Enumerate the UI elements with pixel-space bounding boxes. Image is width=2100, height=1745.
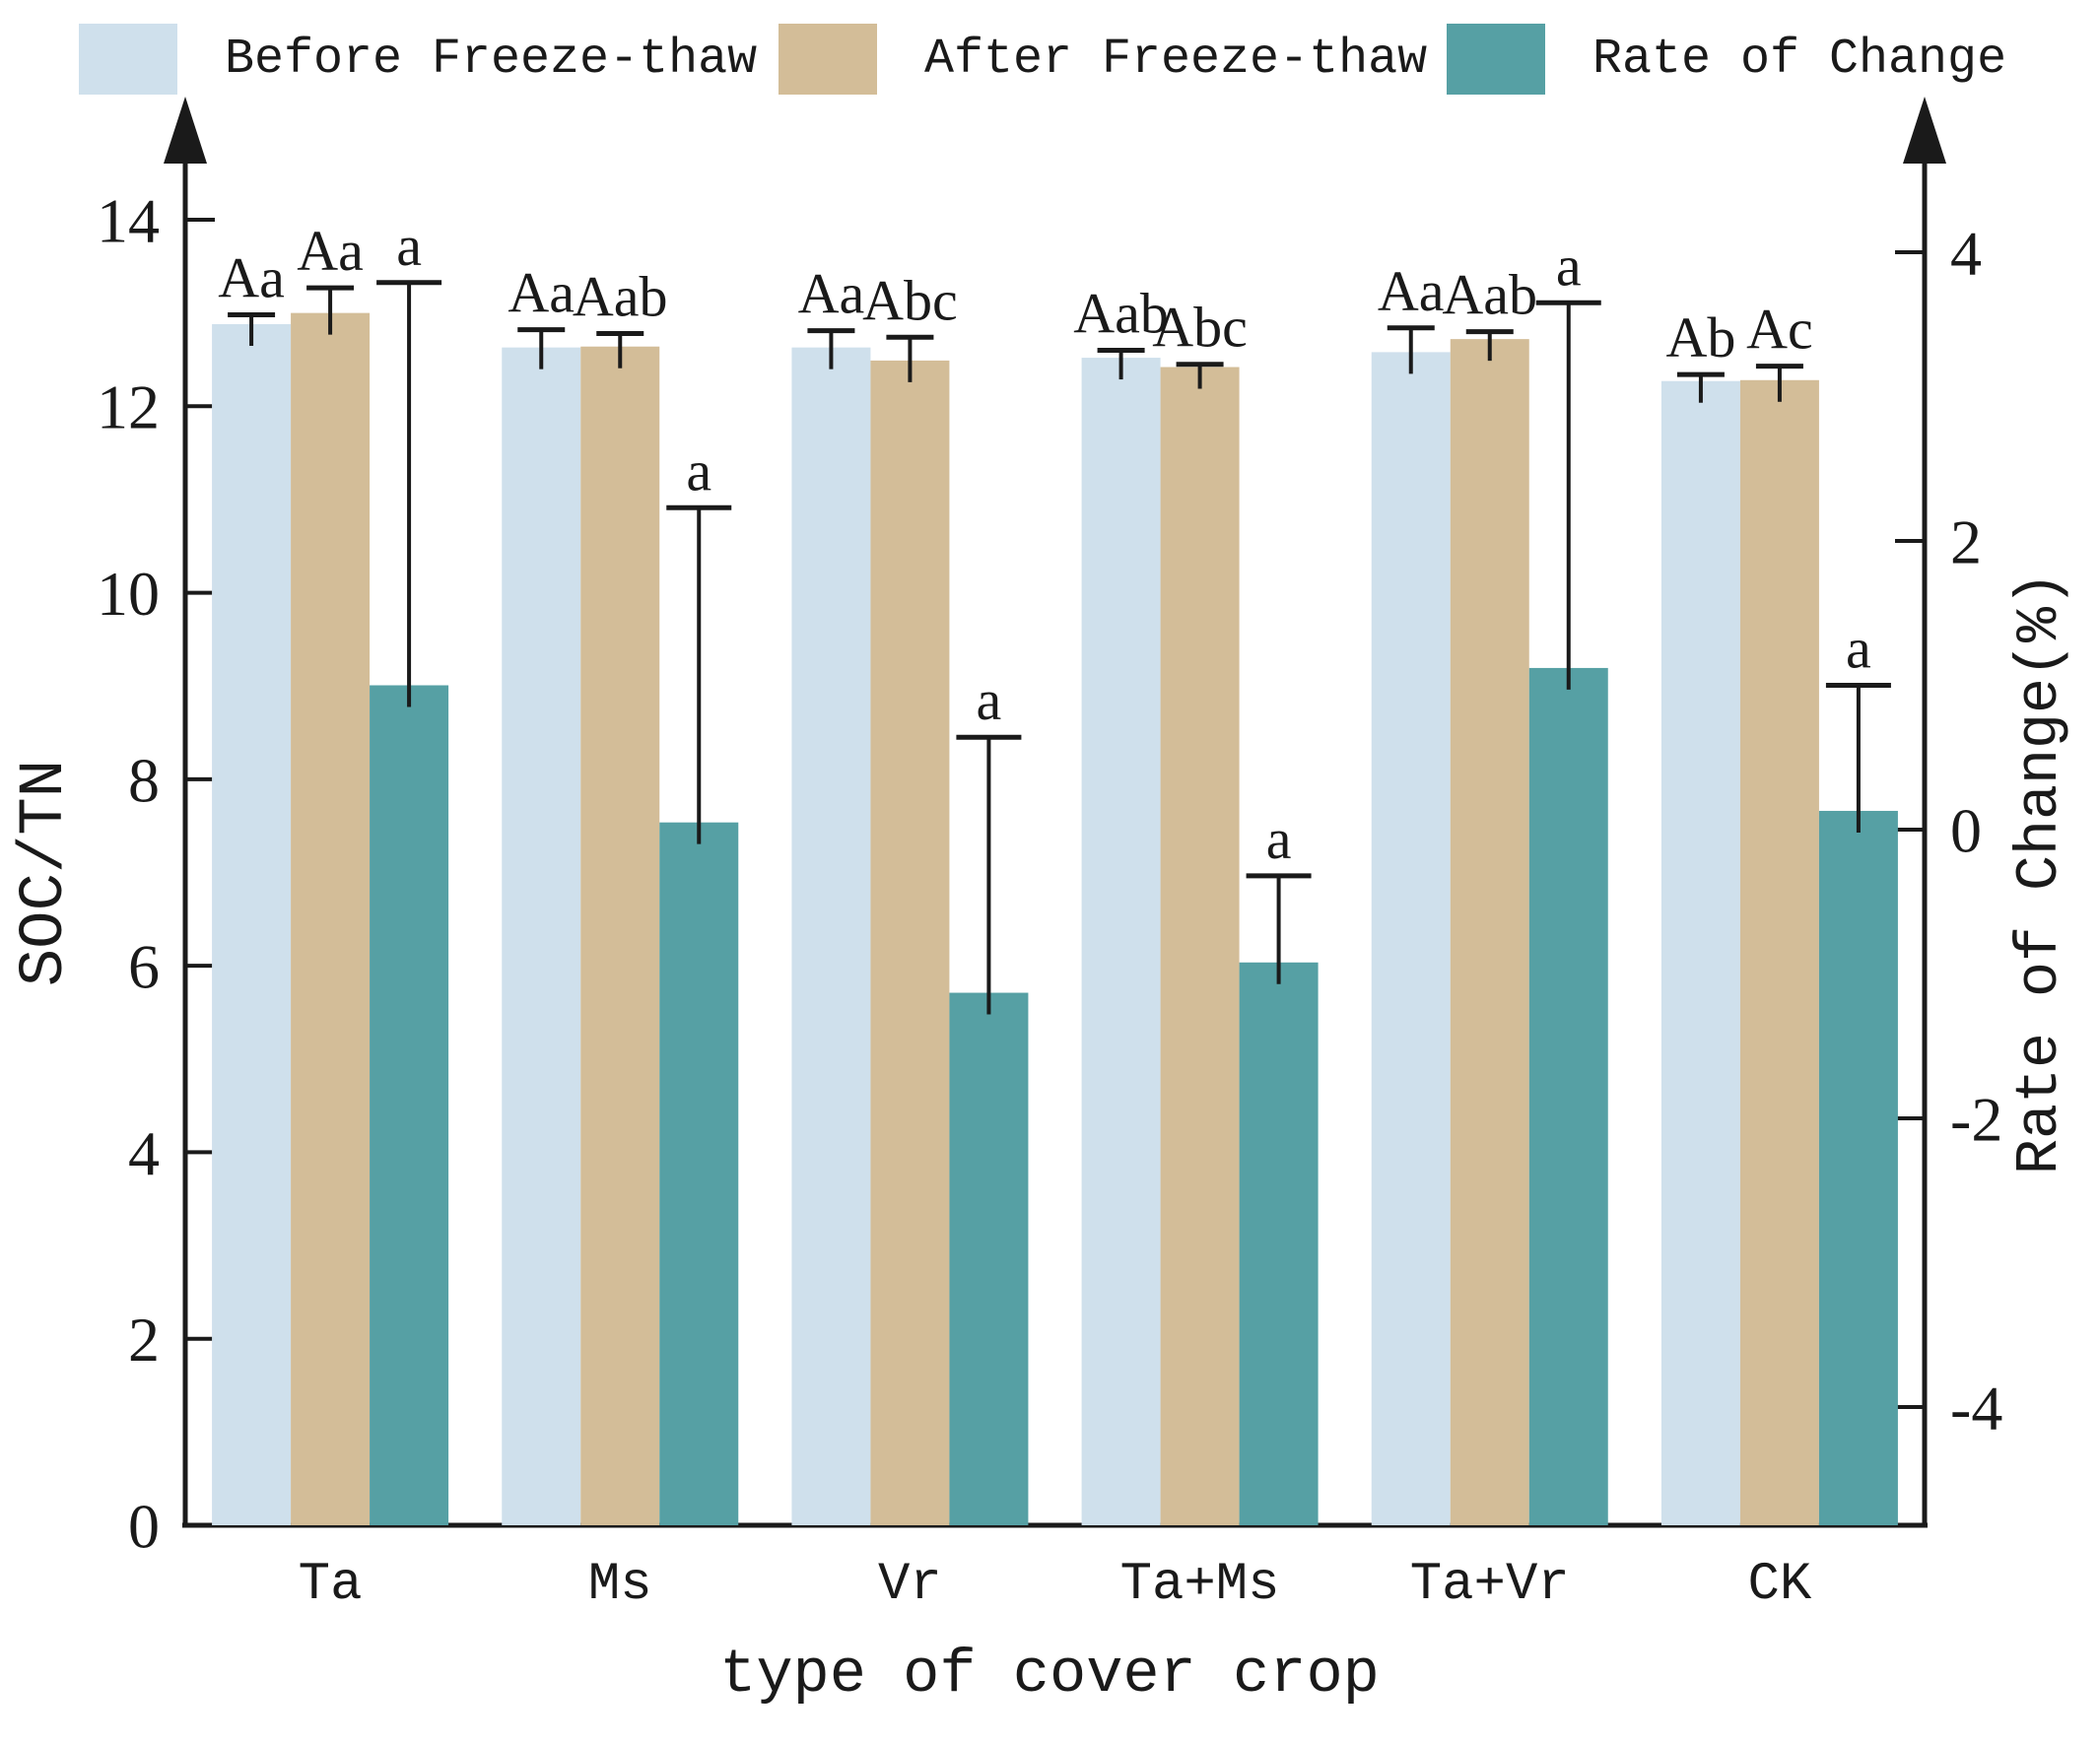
legend-swatch-before (79, 24, 177, 95)
left-axis-tick-label: 6 (128, 932, 160, 1002)
bar-after-Ta (291, 312, 371, 1526)
sig-letter-rate-Ta+Vr: a (1556, 234, 1582, 298)
x-axis-category-label: Vr (878, 1555, 942, 1615)
sig-letter-rate-Ta: a (396, 214, 422, 278)
sig-letter-before-CK: Ab (1665, 305, 1735, 369)
bar-after-CK (1739, 379, 1819, 1526)
legend-swatch-after (779, 24, 877, 95)
right-axis-tick-label: 0 (1950, 795, 1982, 865)
sig-letter-after-Ms: Aab (573, 264, 668, 328)
x-axis-category-label: CK (1748, 1555, 1812, 1615)
sig-letter-rate-Ta+Ms: a (1266, 807, 1292, 871)
bar-rate-Ta+Ms (1239, 962, 1319, 1525)
bar-before-Vr (791, 347, 871, 1526)
bar-before-Ta+Vr (1371, 352, 1451, 1526)
bar-rate-Ms (659, 822, 739, 1525)
sig-letter-before-Ta+Vr: Aa (1378, 259, 1445, 323)
left-axis-title: SOC/TN (10, 760, 81, 986)
bar-before-Ms (502, 347, 581, 1526)
left-axis-arrow-icon (164, 97, 207, 164)
left-axis-tick-label: 14 (97, 185, 160, 255)
bar-after-Ta+Vr (1450, 339, 1529, 1526)
left-axis-tick-label: 0 (128, 1491, 160, 1561)
right-axis-tick-label: -2 (1950, 1084, 2002, 1154)
bar-rate-CK (1818, 810, 1898, 1525)
x-axis-category-label: Ta+Ms (1120, 1555, 1280, 1615)
bar-before-Ta+Ms (1081, 358, 1161, 1526)
sig-letter-after-CK: Ac (1746, 298, 1813, 362)
legend-label-before: Before Freeze-thaw (225, 31, 758, 88)
sig-letter-before-Ta: Aa (218, 246, 285, 310)
left-axis-tick-label: 8 (128, 745, 160, 815)
left-axis-tick-label: 10 (97, 559, 160, 629)
left-axis-tick-label: 2 (128, 1305, 160, 1375)
legend-item-before: Before Freeze-thaw (79, 22, 757, 97)
right-axis-tick-label: 4 (1950, 218, 1982, 288)
legend-label-after: After Freeze-thaw (924, 31, 1428, 88)
bar-rate-Vr (949, 992, 1029, 1525)
sig-letter-after-Vr: Abc (862, 268, 958, 332)
sig-letter-before-Vr: Aa (798, 262, 865, 326)
sig-letter-after-Ta: Aa (297, 219, 364, 283)
legend-item-after: After Freeze-thaw (779, 22, 1427, 97)
x-axis-category-label: Ta (299, 1555, 363, 1615)
sig-letter-rate-Vr: a (977, 668, 1002, 732)
left-axis-tick-label: 12 (97, 372, 160, 442)
bar-after-Vr (870, 360, 950, 1526)
right-axis-tick-label: -4 (1950, 1373, 2002, 1443)
right-axis-arrow-icon (1903, 97, 1946, 164)
sig-letter-rate-Ms: a (686, 438, 711, 503)
bar-after-Ms (580, 346, 660, 1525)
left-axis-tick-label: 4 (128, 1118, 160, 1188)
sig-letter-after-Ta+Vr: Aab (1442, 263, 1537, 327)
bar-rate-Ta+Vr (1528, 667, 1608, 1525)
right-axis-tick-label: 2 (1950, 506, 1982, 576)
x-axis-category-label: Ms (588, 1555, 652, 1615)
x-axis-title: type of cover crop (719, 1640, 1380, 1710)
bar-before-Ta (212, 324, 292, 1525)
x-axis-category-label: Ta+Vr (1410, 1555, 1570, 1615)
legend-swatch-rate (1447, 24, 1545, 95)
right-axis-title: Rate of Change(%) (2007, 571, 2074, 1175)
legend-label-rate: Rate of Change (1592, 31, 2007, 88)
sig-letter-after-Ta+Ms: Abc (1152, 296, 1248, 360)
sig-letter-rate-CK: a (1846, 617, 1871, 681)
sig-letter-before-Ta+Ms: Aab (1073, 282, 1169, 346)
legend-item-rate: Rate of Change (1447, 22, 2006, 97)
bar-rate-Ta (370, 685, 449, 1525)
bar-after-Ta+Ms (1160, 367, 1240, 1526)
sig-letter-before-Ms: Aa (508, 261, 575, 325)
bar-before-CK (1660, 380, 1740, 1525)
